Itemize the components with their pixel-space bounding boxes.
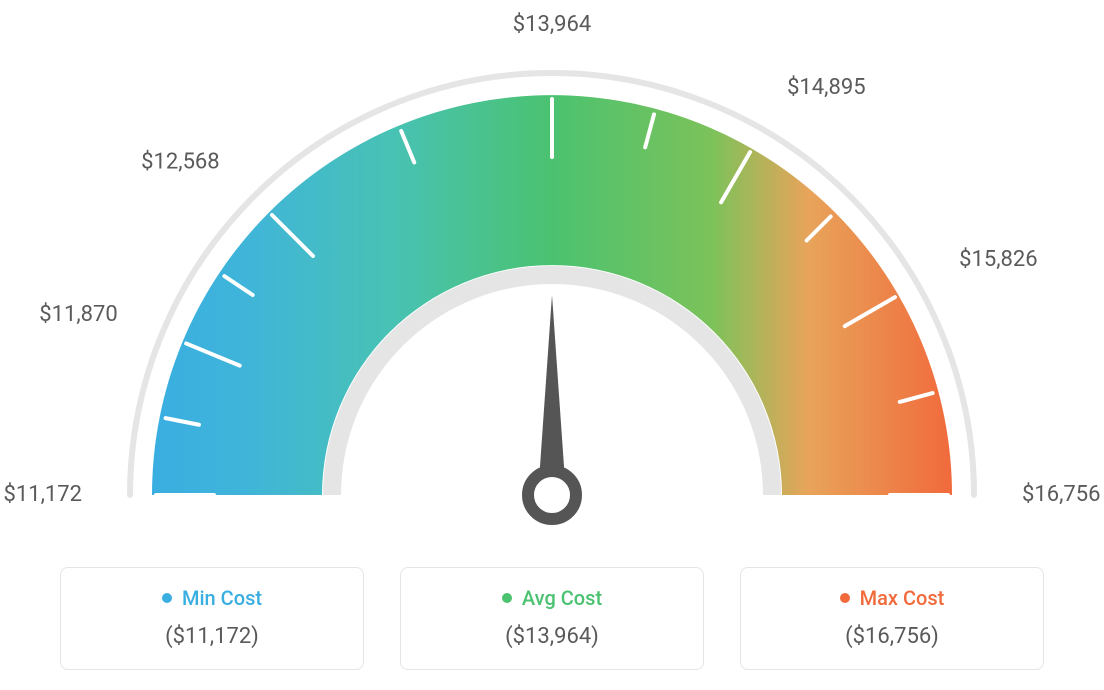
- legend-label-min: Min Cost: [182, 586, 262, 610]
- gauge-svg: $11,172 $11,870 $12,568 $13,964 $14,895 $15,8…: [0, 0, 1104, 540]
- gauge: $11,172 $11,870 $12,568 $13,964 $14,895 $15,8…: [0, 0, 1104, 540]
- legend-label-avg: Avg Cost: [522, 586, 602, 610]
- legend-dot-max: [840, 593, 850, 603]
- legend-dot-avg: [502, 593, 512, 603]
- gauge-tick-label: $11,870: [39, 302, 118, 327]
- gauge-tick-label: $11,172: [3, 482, 82, 507]
- legend-dot-min: [162, 593, 172, 603]
- legend-title-avg: Avg Cost: [502, 586, 602, 610]
- legend-value-max: ($16,756): [751, 624, 1033, 649]
- legend-box-avg: Avg Cost ($13,964): [400, 567, 704, 670]
- legend-title-max: Max Cost: [840, 586, 945, 610]
- legend-label-max: Max Cost: [860, 586, 945, 610]
- legend-box-max: Max Cost ($16,756): [740, 567, 1044, 670]
- legend-value-min: ($11,172): [71, 624, 353, 649]
- legend-row: Min Cost ($11,172) Avg Cost ($13,964) Ma…: [0, 567, 1104, 670]
- chart-container: $11,172 $11,870 $12,568 $13,964 $14,895 $15,8…: [0, 0, 1104, 690]
- legend-title-min: Min Cost: [162, 586, 262, 610]
- gauge-tick-label: $13,964: [513, 12, 592, 37]
- gauge-tick-label: $16,756: [1022, 482, 1101, 507]
- gauge-tick-label: $12,568: [141, 150, 220, 175]
- gauge-tick-label: $15,826: [959, 247, 1038, 272]
- legend-value-avg: ($13,964): [411, 624, 693, 649]
- legend-box-min: Min Cost ($11,172): [60, 567, 364, 670]
- gauge-tick-label: $14,895: [787, 75, 866, 100]
